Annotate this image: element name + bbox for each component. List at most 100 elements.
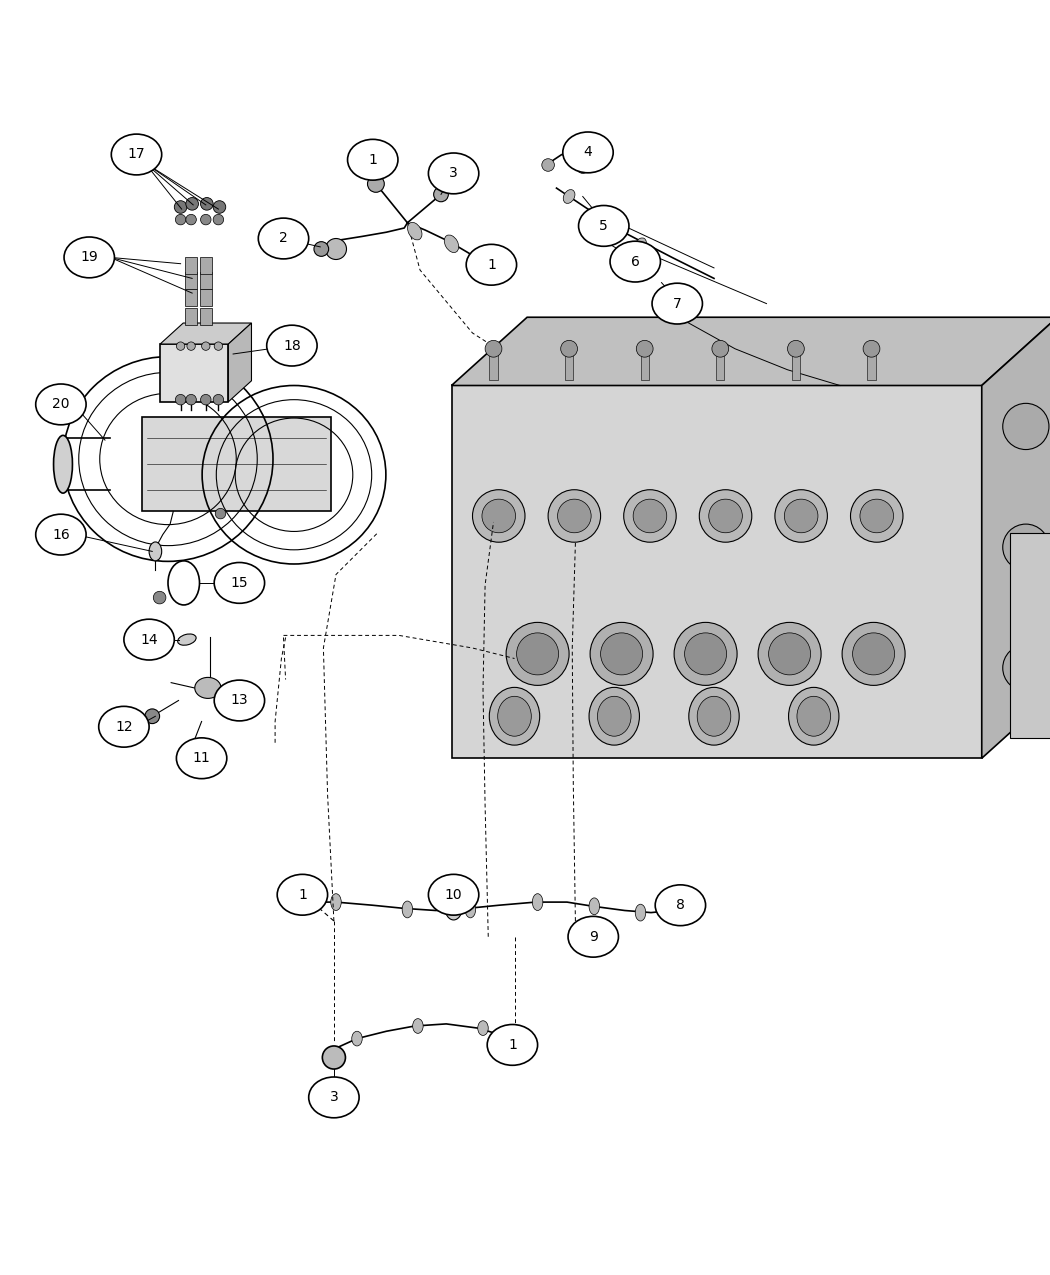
Text: 1: 1 bbox=[508, 1038, 517, 1052]
Ellipse shape bbox=[322, 1046, 345, 1068]
Circle shape bbox=[187, 342, 195, 351]
Circle shape bbox=[472, 490, 525, 542]
Circle shape bbox=[213, 200, 226, 213]
Bar bbox=[489, 354, 498, 380]
Circle shape bbox=[712, 340, 729, 357]
Circle shape bbox=[674, 622, 737, 686]
Text: 1: 1 bbox=[369, 153, 377, 167]
Ellipse shape bbox=[789, 687, 839, 745]
Text: 6: 6 bbox=[631, 255, 639, 269]
Ellipse shape bbox=[64, 237, 114, 278]
Ellipse shape bbox=[348, 139, 398, 180]
Bar bbox=[142, 417, 331, 511]
Ellipse shape bbox=[635, 904, 646, 921]
Ellipse shape bbox=[407, 222, 422, 240]
Circle shape bbox=[175, 214, 186, 224]
Circle shape bbox=[850, 490, 903, 542]
Circle shape bbox=[633, 499, 667, 533]
Ellipse shape bbox=[579, 205, 629, 246]
Circle shape bbox=[213, 214, 224, 224]
Text: 8: 8 bbox=[676, 899, 685, 912]
Circle shape bbox=[542, 158, 554, 171]
Circle shape bbox=[213, 394, 224, 405]
Ellipse shape bbox=[465, 901, 476, 918]
Text: 13: 13 bbox=[231, 694, 248, 708]
Text: 11: 11 bbox=[193, 751, 210, 765]
Circle shape bbox=[214, 342, 223, 351]
Circle shape bbox=[558, 499, 591, 533]
Bar bbox=[640, 354, 649, 380]
Circle shape bbox=[601, 632, 643, 674]
Ellipse shape bbox=[466, 245, 517, 286]
Ellipse shape bbox=[652, 283, 702, 324]
Bar bbox=[200, 272, 212, 289]
Ellipse shape bbox=[428, 875, 479, 915]
Text: 16: 16 bbox=[52, 528, 69, 542]
Ellipse shape bbox=[478, 1021, 488, 1035]
Bar bbox=[185, 258, 197, 274]
Ellipse shape bbox=[428, 153, 479, 194]
Polygon shape bbox=[229, 323, 252, 402]
Ellipse shape bbox=[489, 687, 540, 745]
Ellipse shape bbox=[309, 1077, 359, 1118]
Circle shape bbox=[685, 632, 727, 674]
Ellipse shape bbox=[445, 896, 462, 921]
Circle shape bbox=[699, 490, 752, 542]
Ellipse shape bbox=[697, 696, 731, 736]
Circle shape bbox=[788, 340, 804, 357]
Ellipse shape bbox=[487, 1025, 538, 1066]
Text: 1: 1 bbox=[487, 258, 496, 272]
Ellipse shape bbox=[331, 894, 341, 910]
Ellipse shape bbox=[258, 218, 309, 259]
Bar bbox=[565, 354, 573, 380]
Circle shape bbox=[368, 176, 384, 193]
Bar bbox=[1010, 533, 1050, 738]
Ellipse shape bbox=[589, 898, 600, 914]
Circle shape bbox=[153, 592, 166, 604]
Bar bbox=[452, 385, 982, 759]
Ellipse shape bbox=[124, 620, 174, 660]
Circle shape bbox=[1003, 524, 1049, 570]
Ellipse shape bbox=[99, 706, 149, 747]
Text: 4: 4 bbox=[584, 145, 592, 159]
Circle shape bbox=[709, 499, 742, 533]
Ellipse shape bbox=[402, 901, 413, 918]
Ellipse shape bbox=[277, 875, 328, 915]
Text: 12: 12 bbox=[116, 720, 132, 733]
Text: 1: 1 bbox=[298, 887, 307, 901]
Circle shape bbox=[314, 242, 329, 256]
Circle shape bbox=[1003, 403, 1049, 450]
Circle shape bbox=[186, 198, 198, 210]
Text: 9: 9 bbox=[589, 929, 597, 944]
Circle shape bbox=[175, 394, 186, 405]
Circle shape bbox=[482, 499, 516, 533]
Circle shape bbox=[1003, 645, 1049, 691]
Circle shape bbox=[561, 340, 578, 357]
Circle shape bbox=[326, 238, 346, 260]
Ellipse shape bbox=[568, 917, 618, 958]
Ellipse shape bbox=[413, 1019, 423, 1033]
Text: 17: 17 bbox=[128, 148, 145, 162]
Text: 5: 5 bbox=[600, 219, 608, 233]
Circle shape bbox=[775, 490, 827, 542]
Polygon shape bbox=[452, 317, 1050, 385]
Ellipse shape bbox=[594, 213, 607, 227]
Ellipse shape bbox=[589, 687, 639, 745]
Ellipse shape bbox=[149, 542, 162, 561]
Text: 3: 3 bbox=[330, 1090, 338, 1104]
Ellipse shape bbox=[498, 696, 531, 736]
Circle shape bbox=[186, 394, 196, 405]
Circle shape bbox=[590, 622, 653, 686]
Circle shape bbox=[517, 632, 559, 674]
Circle shape bbox=[842, 622, 905, 686]
Ellipse shape bbox=[214, 680, 265, 720]
Circle shape bbox=[186, 214, 196, 224]
Ellipse shape bbox=[666, 900, 680, 921]
Bar bbox=[867, 354, 876, 380]
Circle shape bbox=[145, 709, 160, 724]
Text: 14: 14 bbox=[141, 632, 158, 646]
Ellipse shape bbox=[194, 677, 220, 699]
Circle shape bbox=[863, 340, 880, 357]
Ellipse shape bbox=[797, 696, 831, 736]
Ellipse shape bbox=[689, 687, 739, 745]
